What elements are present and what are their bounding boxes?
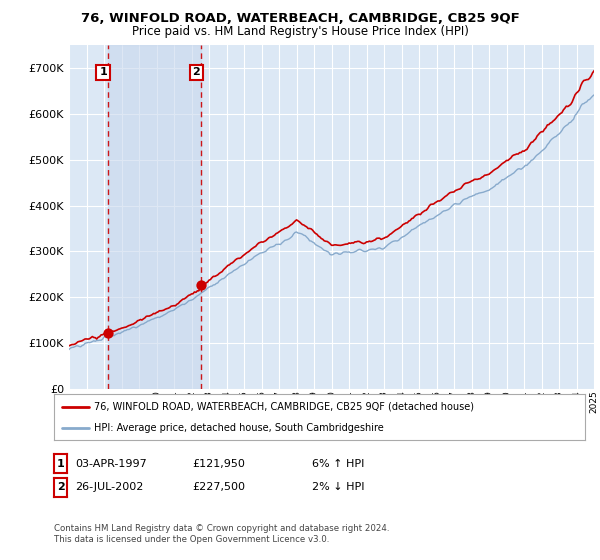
Text: £121,950: £121,950 [192, 459, 245, 469]
Text: 03-APR-1997: 03-APR-1997 [75, 459, 147, 469]
Text: 26-JUL-2002: 26-JUL-2002 [75, 482, 143, 492]
Text: 76, WINFOLD ROAD, WATERBEACH, CAMBRIDGE, CB25 9QF: 76, WINFOLD ROAD, WATERBEACH, CAMBRIDGE,… [80, 12, 520, 25]
Text: 1: 1 [57, 459, 64, 469]
Text: 2% ↓ HPI: 2% ↓ HPI [312, 482, 365, 492]
Text: Price paid vs. HM Land Registry's House Price Index (HPI): Price paid vs. HM Land Registry's House … [131, 25, 469, 38]
Point [197, 280, 206, 289]
Point [104, 329, 113, 338]
Bar [109, 45, 202, 389]
Text: 2: 2 [193, 67, 200, 77]
Text: 2: 2 [57, 482, 64, 492]
Text: 76, WINFOLD ROAD, WATERBEACH, CAMBRIDGE, CB25 9QF (detached house): 76, WINFOLD ROAD, WATERBEACH, CAMBRIDGE,… [94, 402, 474, 412]
Text: 1: 1 [99, 67, 107, 77]
Text: 6% ↑ HPI: 6% ↑ HPI [312, 459, 364, 469]
Text: HPI: Average price, detached house, South Cambridgeshire: HPI: Average price, detached house, Sout… [94, 423, 383, 433]
Text: Contains HM Land Registry data © Crown copyright and database right 2024.
This d: Contains HM Land Registry data © Crown c… [54, 524, 389, 544]
Text: £227,500: £227,500 [192, 482, 245, 492]
